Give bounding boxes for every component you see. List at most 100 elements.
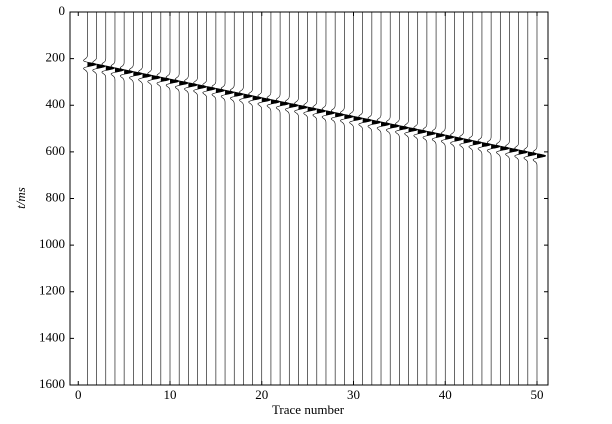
trace-fill [243, 93, 253, 99]
trace-fill [307, 106, 317, 112]
trace [450, 12, 464, 385]
trace [257, 12, 271, 385]
trace-fill [197, 84, 207, 90]
plot-frame [69, 11, 549, 386]
trace [202, 12, 216, 385]
trace-fill [96, 64, 106, 69]
trace [129, 12, 143, 385]
trace-fill [445, 134, 454, 140]
trace-fill [225, 90, 234, 95]
x-axis-label: Trace number [272, 402, 345, 417]
y-tick-label: 1200 [39, 283, 65, 298]
trace-fill [133, 71, 143, 77]
trace [239, 12, 253, 385]
trace [165, 12, 180, 385]
trace-fill [114, 67, 124, 73]
trace-fill [399, 125, 409, 131]
trace-fill [417, 129, 427, 134]
trace [431, 12, 446, 385]
trace-fill [500, 146, 510, 151]
trace-fill [463, 138, 473, 144]
trace-fill [381, 121, 390, 127]
trace [386, 12, 400, 385]
trace [330, 12, 345, 385]
trace [156, 12, 170, 385]
trace [147, 12, 161, 385]
trace-fill [289, 103, 298, 108]
trace [505, 12, 519, 385]
y-tick-label: 1600 [39, 376, 65, 391]
trace [174, 12, 189, 385]
y-tick-label: 1000 [39, 236, 65, 251]
trace-fill [518, 149, 528, 155]
trace [211, 12, 225, 385]
trace [230, 12, 244, 385]
trace-fill [325, 110, 335, 116]
trace-fill [124, 69, 133, 75]
trace-fill [151, 75, 161, 80]
trace [441, 12, 455, 385]
trace [321, 12, 336, 385]
trace [523, 12, 537, 385]
trace-fill [280, 101, 289, 106]
trace [376, 12, 391, 385]
trace-fill [87, 62, 97, 67]
trace-fill [105, 65, 115, 71]
x-tick-label: 10 [164, 387, 177, 402]
trace [184, 12, 198, 385]
trace [459, 12, 473, 385]
trace [532, 12, 547, 385]
trace [138, 12, 152, 385]
trace [358, 12, 372, 385]
x-tick-label: 0 [75, 387, 82, 402]
trace-fill [215, 88, 225, 93]
y-tick-label: 600 [46, 143, 66, 158]
trace-fill [408, 127, 418, 133]
trace-fill [353, 116, 363, 121]
trace-fill [371, 119, 381, 125]
trace-fill [527, 151, 537, 157]
trace-fill [298, 105, 308, 110]
y-tick-label: 0 [59, 3, 66, 18]
trace-fill [426, 131, 436, 136]
trace-fill [261, 97, 271, 103]
x-tick-label: 20 [255, 387, 268, 402]
trace [119, 12, 134, 385]
trace [349, 12, 363, 385]
trace [285, 12, 299, 385]
trace [468, 12, 482, 385]
trace [83, 12, 97, 385]
y-tick-label: 400 [46, 96, 66, 111]
trace [248, 12, 262, 385]
trace [266, 12, 280, 385]
trace [193, 12, 207, 385]
trace-fill [436, 133, 445, 138]
trace [422, 12, 436, 385]
trace [395, 12, 409, 385]
trace-fill [454, 136, 464, 142]
trace [303, 12, 317, 385]
trace [110, 12, 125, 385]
x-tick-label: 50 [530, 387, 543, 402]
trace [367, 12, 381, 385]
y-tick-label: 200 [46, 50, 66, 65]
trace-fill [160, 77, 170, 82]
trace-fill [344, 114, 354, 119]
trace-fill [472, 140, 482, 146]
trace [294, 12, 308, 385]
trace-fill [335, 112, 344, 118]
trace-fill [252, 95, 262, 101]
trace [486, 12, 501, 385]
y-tick-label: 1400 [39, 329, 65, 344]
trace-fill [206, 86, 216, 92]
x-tick-label: 30 [347, 387, 360, 402]
trace [101, 12, 115, 385]
trace [275, 12, 290, 385]
trace-fill [142, 73, 152, 78]
trace-fill [536, 153, 546, 159]
trace-fill [509, 147, 519, 153]
trace [340, 12, 354, 385]
trace-fill [270, 99, 280, 105]
trace [413, 12, 427, 385]
